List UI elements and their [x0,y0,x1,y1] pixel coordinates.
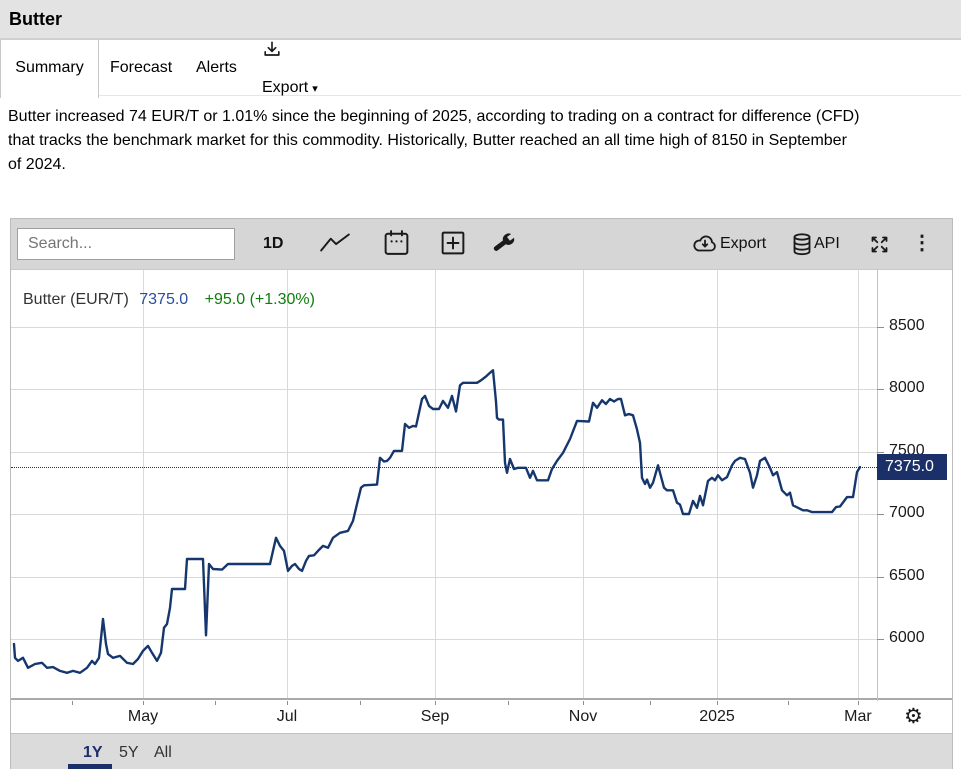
fullscreen-icon[interactable] [868,233,891,256]
export-button[interactable]: Export [720,235,767,252]
chart-type-icon[interactable] [319,232,351,254]
calendar-icon[interactable] [384,229,409,257]
y-tick-label: 8500 [889,316,925,334]
y-tick [877,451,884,453]
download-icon [264,41,280,56]
x-minor-tick [857,701,859,705]
h-gridline [11,326,877,328]
h-gridline [11,639,877,640]
chart-toolbar: 1D [11,219,952,269]
y-tick [877,576,884,578]
x-minor-tick [143,701,144,705]
interval-button[interactable]: 1D [263,235,284,252]
x-tick-label: May [127,708,159,725]
x-minor-tick [215,701,216,705]
summary-line-2: that tracks the benchmark market for thi… [8,132,847,149]
title-bar: Butter [0,0,961,39]
current-price-badge: 7375.0 [877,454,947,481]
summary-text: Butter increased 74 EUR/T or 1.01% since… [8,105,956,177]
range-button-5y[interactable]: 5Y [119,744,139,761]
y-tick [877,326,884,328]
search-input[interactable] [17,228,235,260]
range-button-all[interactable]: All [154,744,172,761]
x-minor-tick [788,701,789,705]
x-tick-label: Mar [844,708,872,725]
x-tick-label: Jul [276,708,298,725]
tab-summary-label: Summary [15,59,84,76]
x-minor-tick [435,701,436,705]
more-menu-icon[interactable]: ⋮ [912,232,932,254]
y-tick-label: 6500 [889,566,925,584]
range-button-1y[interactable]: 1Y [83,744,103,761]
settings-wrench-icon[interactable] [491,231,515,255]
y-tick [877,514,884,515]
tab-alerts-label: Alerts [196,59,237,76]
summary-line-3: of 2024. [8,156,66,173]
y-tick-label: 6000 [889,629,925,646]
tab-export[interactable]: Export ▾ [262,40,318,97]
api-button[interactable]: API [814,235,840,252]
active-range-underline [68,764,112,769]
tab-alerts[interactable]: Alerts [196,40,237,97]
x-minor-tick [360,701,361,705]
legend-series-name: Butter (EUR/T) [23,291,129,308]
x-tick-label: Nov [568,708,598,725]
caret-down-icon: ▾ [312,83,318,95]
x-minor-tick [508,701,509,705]
x-minor-tick [650,701,651,705]
summary-line-1: Butter increased 74 EUR/T or 1.01% since… [8,108,860,125]
x-tick-label: 2025 [699,708,735,725]
price-line-series [12,369,862,674]
v-gridline [857,270,859,699]
api-database-icon[interactable] [792,233,812,256]
tab-bar: Summary Forecast Alerts Export ▾ [0,39,961,98]
v-gridline [435,270,436,699]
v-gridline [583,270,584,699]
price-chart[interactable]: 6000 6500 7000 7500 8000 8500 7375.0 Butter (… [11,269,952,733]
tab-forecast-label: Forecast [110,59,173,76]
legend-change: +95.0 (+1.30%) [204,291,315,308]
plot-top-border [11,269,952,270]
x-tick-label: Sep [420,708,450,725]
h-gridline [11,514,877,515]
v-gridline [287,270,288,699]
h-gridline [11,576,877,578]
h-gridline [11,451,877,453]
current-price-line [11,467,877,469]
y-axis-line [877,269,878,733]
v-gridline [143,270,144,699]
gear-icon[interactable]: ⚙ [904,705,923,728]
tab-export-label: Export [262,79,309,96]
x-minor-tick [72,701,73,705]
chart-legend: Butter (EUR/T) 7375.0 +95.0 (+1.30%) [23,291,315,309]
y-tick-label: 8000 [889,379,925,396]
x-axis-line [11,698,952,700]
compare-plus-icon[interactable] [441,231,465,255]
range-bar: 1Y 5Y All [11,733,952,769]
x-axis-labels: ⚙ May Jul Sep Nov 2025 Mar [11,701,952,733]
v-gridline [717,270,718,699]
x-minor-tick [583,701,584,705]
tab-forecast[interactable]: Forecast [110,40,172,97]
x-minor-tick [717,701,718,705]
tab-summary[interactable]: Summary [0,40,99,98]
x-minor-tick [287,701,288,705]
legend-price: 7375.0 [139,291,189,308]
h-gridline [11,389,877,390]
y-tick [877,389,884,390]
chart-widget: 1D [10,218,953,769]
y-tick [877,639,884,640]
y-tick-label: 7000 [889,504,925,521]
export-cloud-icon[interactable] [693,235,717,253]
page-title: Butter [9,9,62,29]
